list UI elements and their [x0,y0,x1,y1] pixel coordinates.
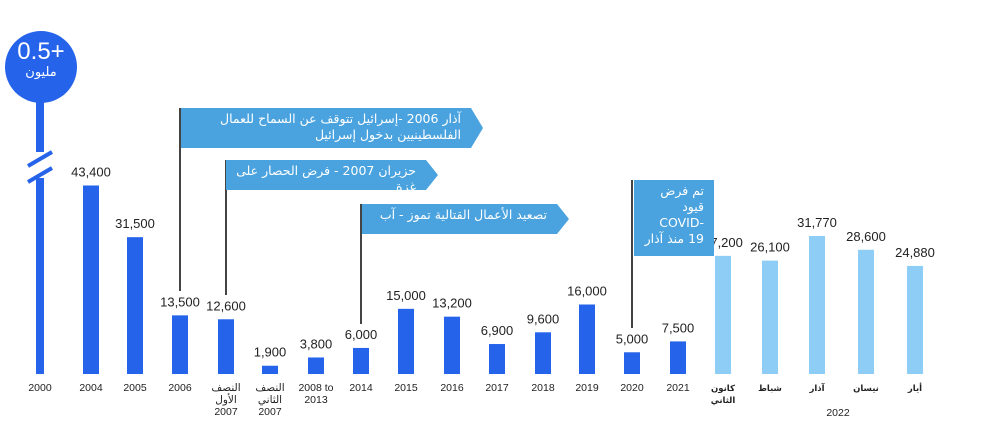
x-label-10: 2017 [485,382,509,394]
annotation-2: تصعيد الأعمال القتالية تموز - آب [362,204,557,234]
value-label-18: 28,600 [846,229,886,244]
group-label-2022: 2022 [826,407,850,419]
bar-10 [489,344,505,374]
annotation-0: آذار 2006 -إسرائيل تتوقف عن السماح للعما… [181,108,471,148]
value-label-12: 16,000 [567,284,607,299]
annotation-leader-line [179,108,181,292]
bar-18 [858,249,874,374]
x-label-7: 2014 [349,382,373,394]
value-label-8: 15,000 [386,288,426,303]
x-label-6: 2013 [304,394,328,406]
bar-14 [670,341,686,374]
x-label-14: 2021 [666,382,690,394]
axis-break-mark [26,150,54,168]
x-label-4: الأول [215,392,237,406]
bar-1 [83,185,99,374]
value-label-10: 6,900 [481,323,514,338]
first-bar-badge: 0.5+ مليون [5,31,77,103]
bar-4 [218,319,234,374]
x-label-2: 2005 [123,382,147,394]
value-label-2: 31,500 [115,216,155,231]
bar-16 [762,260,778,374]
bar-5 [262,365,278,374]
x-label-15: الثاني [711,396,736,406]
x-label-15: كانون [711,384,735,394]
axis-break-mark [26,166,54,184]
bar-13 [624,352,640,374]
value-label-14: 7,500 [662,320,695,335]
x-label-4: 2007 [214,406,238,418]
value-label-17: 31,770 [797,215,837,230]
x-label-8: 2015 [394,382,418,394]
x-label-3: 2006 [168,382,192,394]
x-label-13: 2020 [620,382,644,394]
bar-9 [444,316,460,374]
annotation-1: حزيران 2007 - فرض الحصار على غزة [226,160,426,194]
x-label-16: شباط [758,384,782,394]
annotation-leader-line [360,204,362,324]
bar-12 [579,304,595,374]
value-label-19: 24,880 [895,245,935,260]
value-label-3: 13,500 [160,294,200,309]
value-label-4: 12,600 [206,298,246,313]
annotation-leader-line [225,160,227,296]
bar-15 [715,255,731,374]
value-label-9: 13,200 [432,296,472,311]
x-label-5: النصف [255,382,284,394]
bar-8 [398,308,414,374]
value-label-11: 9,600 [527,311,560,326]
annotation-leader-line [631,180,633,329]
x-label-4: النصف [211,382,240,394]
x-label-0: 2000 [28,382,52,394]
x-label-5: الثاني [258,394,282,406]
x-label-6: 2008 to [298,382,333,394]
bar-3 [172,315,188,374]
bar-17 [809,236,825,374]
first-bar-unit: مليون [25,65,57,80]
value-label-1: 43,400 [71,164,111,179]
value-label-5: 1,900 [254,345,287,360]
x-label-5: 2007 [258,406,282,418]
x-label-17: آذار [808,382,825,394]
value-label-13: 5,000 [616,331,649,346]
value-label-16: 26,100 [750,240,790,255]
x-label-9: 2016 [440,382,464,394]
bar-0 [36,100,44,374]
x-label-19: أيار [907,382,922,394]
bar-7 [353,347,369,374]
x-label-11: 2018 [531,382,555,394]
value-label-6: 3,800 [300,336,333,351]
x-label-18: نيسان [853,384,879,394]
bar-19 [907,265,923,374]
value-label-7: 6,000 [345,327,378,342]
x-label-1: 2004 [79,382,103,394]
x-label-12: 2019 [575,382,599,394]
first-bar-value: 0.5+ [17,38,65,65]
annotation-3: تم فرض قيود COVID-19 منذ آذار [634,180,714,256]
bar-2 [127,237,143,374]
bar-6 [308,357,324,374]
bar-11 [535,332,551,374]
